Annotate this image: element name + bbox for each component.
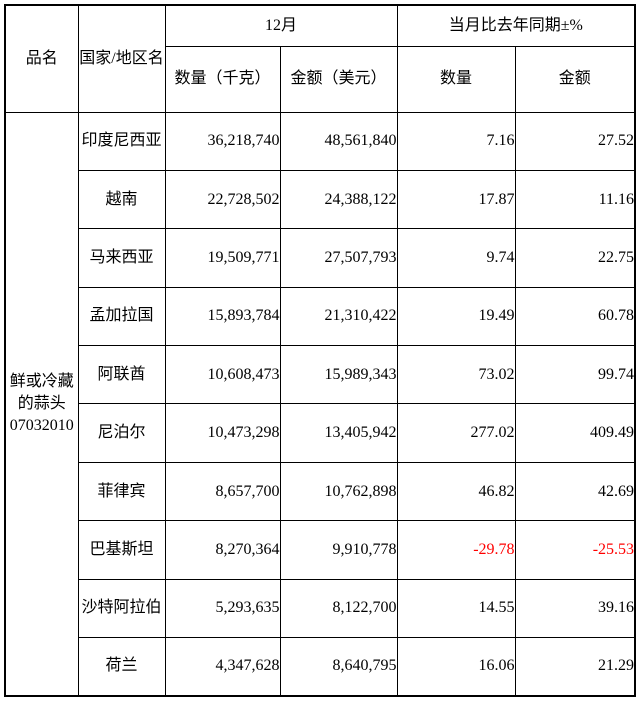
cell-quantity: 15,893,784 bbox=[164, 286, 281, 347]
table-row: 巴基斯坦 8,270,364 9,910,778 -29.78 -25.53 bbox=[5, 520, 636, 580]
cell-quantity: 4,347,628 bbox=[164, 637, 281, 697]
col-group-december: 12月 bbox=[164, 4, 398, 47]
cell-amount: 21,310,422 bbox=[279, 286, 398, 347]
cell-amount-pct: 27.52 bbox=[514, 111, 636, 171]
cell-quantity-pct: 9.74 bbox=[396, 228, 516, 288]
cell-quantity-pct: 16.06 bbox=[396, 637, 516, 697]
product-hs-code: 07032010 bbox=[9, 416, 74, 434]
cell-amount-pct: 409.49 bbox=[514, 403, 636, 463]
table-row: 菲律宾 8,657,700 10,762,898 46.82 42.69 bbox=[5, 461, 636, 522]
col-group-yoy: 当月比去年同期±% bbox=[396, 4, 636, 47]
cell-quantity-pct: -29.78 bbox=[396, 520, 516, 580]
cell-amount-pct: 39.16 bbox=[514, 578, 636, 639]
col-header-quantity-kg: 数量（千克） bbox=[164, 45, 281, 113]
table-row: 阿联酋 10,608,473 15,989,343 73.02 99.74 bbox=[5, 345, 636, 405]
cell-country: 巴基斯坦 bbox=[77, 520, 166, 580]
cell-country: 马来西亚 bbox=[77, 228, 166, 288]
cell-quantity-pct: 277.02 bbox=[396, 403, 516, 463]
cell-quantity-pct: 73.02 bbox=[396, 345, 516, 405]
cell-quantity: 36,218,740 bbox=[164, 111, 281, 171]
table-row: 鲜或冷藏的蒜头 07032010 印度尼西亚 36,218,740 48,561… bbox=[4, 111, 636, 697]
table-row: 越南 22,728,502 24,388,122 17.87 11.16 bbox=[5, 169, 636, 230]
cell-product-name: 鲜或冷藏的蒜头 07032010 bbox=[4, 111, 79, 697]
cell-quantity: 8,657,700 bbox=[164, 461, 281, 522]
cell-quantity-pct: 14.55 bbox=[396, 578, 516, 639]
table-row: 马来西亚 19,509,771 27,507,793 9.74 22.75 bbox=[5, 228, 636, 288]
header-row-groups: 品名 国家/地区名 12月 当月比去年同期±% bbox=[4, 4, 636, 113]
cell-quantity: 8,270,364 bbox=[164, 520, 281, 580]
cell-country: 尼泊尔 bbox=[77, 403, 166, 463]
trade-table-container: 品名 国家/地区名 12月 当月比去年同期±% 数量（千克） 金额（美元） 数量… bbox=[4, 4, 637, 697]
col-header-amount-usd: 金额（美元） bbox=[279, 45, 398, 113]
cell-amount: 9,910,778 bbox=[279, 520, 398, 580]
cell-country: 孟加拉国 bbox=[77, 286, 166, 347]
cell-quantity: 19,509,771 bbox=[164, 228, 281, 288]
cell-amount-pct: -25.53 bbox=[514, 520, 636, 580]
cell-amount: 10,762,898 bbox=[279, 461, 398, 522]
cell-country: 越南 bbox=[77, 169, 166, 230]
cell-quantity: 10,608,473 bbox=[164, 345, 281, 405]
cell-amount-pct: 60.78 bbox=[514, 286, 636, 347]
cell-amount: 8,122,700 bbox=[279, 578, 398, 639]
header-row-subcolumns: 数量（千克） 金额（美元） 数量 金额 bbox=[5, 45, 636, 113]
product-name-text: 鲜或冷藏的蒜头 bbox=[9, 372, 74, 412]
cell-amount: 27,507,793 bbox=[279, 228, 398, 288]
cell-quantity-pct: 46.82 bbox=[396, 461, 516, 522]
cell-amount: 24,388,122 bbox=[279, 169, 398, 230]
cell-amount: 8,640,795 bbox=[279, 637, 398, 697]
cell-quantity-pct: 19.49 bbox=[396, 286, 516, 347]
table-row: 尼泊尔 10,473,298 13,405,942 277.02 409.49 bbox=[5, 403, 636, 463]
cell-amount-pct: 21.29 bbox=[514, 637, 636, 697]
cell-amount-pct: 11.16 bbox=[514, 169, 636, 230]
col-header-amount-pct: 金额 bbox=[514, 45, 636, 113]
col-header-product: 品名 bbox=[4, 4, 79, 113]
cell-amount-pct: 22.75 bbox=[514, 228, 636, 288]
cell-amount-pct: 42.69 bbox=[514, 461, 636, 522]
garlic-export-table: 品名 国家/地区名 12月 当月比去年同期±% 数量（千克） 金额（美元） 数量… bbox=[4, 4, 637, 697]
table-row: 荷兰 4,347,628 8,640,795 16.06 21.29 bbox=[5, 637, 636, 697]
cell-quantity: 5,293,635 bbox=[164, 578, 281, 639]
col-header-quantity-pct: 数量 bbox=[396, 45, 516, 113]
cell-country: 阿联酋 bbox=[77, 345, 166, 405]
col-header-country: 国家/地区名 bbox=[77, 4, 166, 113]
cell-country: 荷兰 bbox=[77, 637, 166, 697]
cell-amount: 15,989,343 bbox=[279, 345, 398, 405]
cell-quantity: 22,728,502 bbox=[164, 169, 281, 230]
cell-amount-pct: 99.74 bbox=[514, 345, 636, 405]
cell-amount: 13,405,942 bbox=[279, 403, 398, 463]
cell-country: 菲律宾 bbox=[77, 461, 166, 522]
cell-quantity-pct: 17.87 bbox=[396, 169, 516, 230]
cell-quantity: 10,473,298 bbox=[164, 403, 281, 463]
cell-country: 印度尼西亚 bbox=[77, 111, 166, 171]
cell-quantity-pct: 7.16 bbox=[396, 111, 516, 171]
table-row: 孟加拉国 15,893,784 21,310,422 19.49 60.78 bbox=[5, 286, 636, 347]
table-row: 沙特阿拉伯 5,293,635 8,122,700 14.55 39.16 bbox=[5, 578, 636, 639]
cell-country: 沙特阿拉伯 bbox=[77, 578, 166, 639]
cell-amount: 48,561,840 bbox=[279, 111, 398, 171]
